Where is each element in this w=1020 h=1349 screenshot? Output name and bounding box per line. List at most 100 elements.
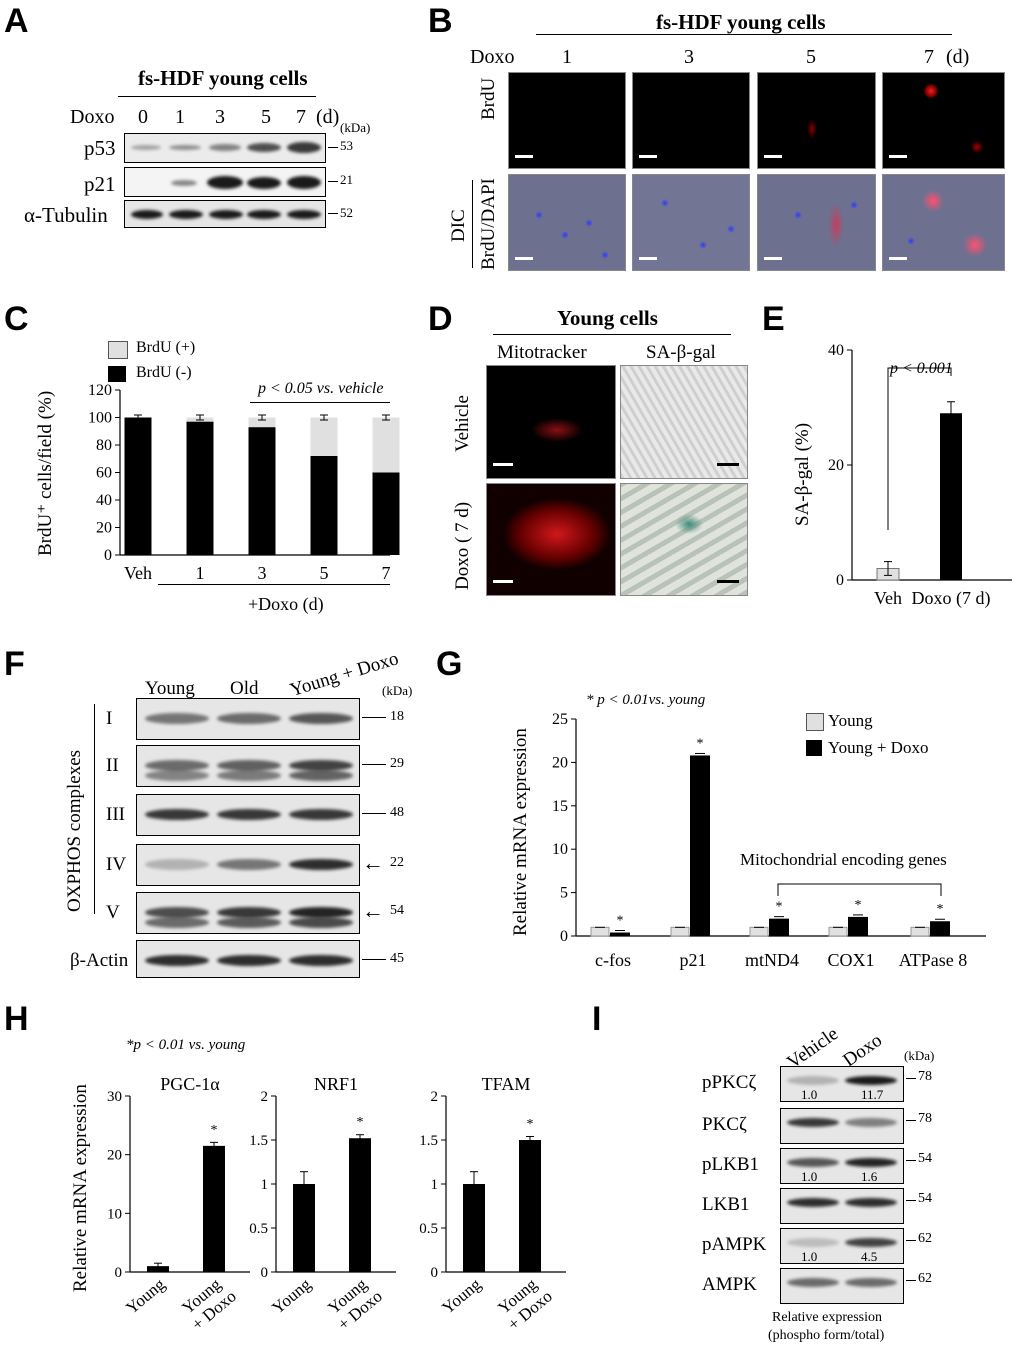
blot-i-plkb1: 1.0 1.6: [780, 1148, 904, 1184]
panel-i-row-plkb1: pLKB1: [702, 1154, 759, 1175]
panel-f-group: OXPHOS complexes: [64, 749, 85, 912]
legend-c-pos-label: BrdU (+): [136, 339, 196, 356]
chart-h-y-tick-label: 0: [261, 1265, 269, 1281]
panel-g-mito: Mitochondrial encoding genes: [740, 850, 947, 869]
chart-h-sig-star: *: [211, 1123, 218, 1138]
band: [787, 1198, 839, 1207]
chart-h-y-tick-label: 0: [431, 1265, 439, 1281]
panel-c-xgroup: +Doxo (d): [248, 594, 324, 614]
panel-b-day-3: 3: [684, 46, 694, 68]
brdu-image-day1: [508, 72, 626, 169]
panel-b-row-brdu: BrdU: [478, 77, 499, 120]
bar-g-young: [590, 926, 610, 937]
panel-i-quant: 1.0: [801, 1249, 818, 1264]
chart-g-y-tick-label: 0: [560, 928, 568, 945]
panel-b-row-dic: DIC: [448, 209, 469, 242]
panel-i-row-lkb1: LKB1: [702, 1194, 750, 1215]
panel-i-kda-pampk: 62: [918, 1231, 932, 1246]
chart-c-y-tick-label: 0: [104, 547, 112, 564]
arrow-icon: ←: [362, 850, 384, 875]
chart-h3: TFAM 0 0.5 1 1.5 2 Young * Young+ Doxo: [419, 1074, 566, 1334]
chart-h-x-label: Young+ Doxo: [322, 1272, 386, 1334]
panel-f-kda-complex-v: 54: [390, 903, 404, 918]
chart-c: 0 20 40 60 80 100 120 Veh 1 3 5 7: [88, 382, 400, 583]
kda-tick: [362, 717, 386, 718]
chart-g-sig-star: *: [617, 914, 624, 929]
panel-label-f: F: [4, 645, 25, 683]
chart-g-y-tick-label: 5: [560, 885, 568, 902]
band: [289, 809, 353, 820]
chart-h-title: TFAM: [482, 1074, 531, 1094]
blot-a-p53: [124, 133, 326, 163]
chart-h-y-tick-label: 1.5: [249, 1133, 268, 1149]
band: [845, 1238, 897, 1247]
chart-h-y-tick-label: 0.5: [249, 1221, 268, 1237]
kda-tick: [906, 1160, 916, 1161]
bar-h: [293, 1184, 315, 1272]
band: [289, 955, 353, 966]
band: [845, 1118, 897, 1127]
panel-a-day-3: 3: [215, 106, 225, 128]
band: [145, 907, 209, 918]
panel-label-i: I: [592, 1000, 602, 1038]
bar-brdu-neg: [248, 427, 276, 555]
dic-image-day3: [632, 174, 750, 271]
kda-tick: [906, 1200, 916, 1201]
band: [217, 770, 281, 781]
chart-c-x-label: Veh: [124, 563, 152, 583]
chart-c-x-label: 3: [258, 563, 267, 583]
chart-g-sig-star: *: [855, 898, 862, 913]
bar-e: [940, 413, 962, 580]
chart-h-x-label: Young+ Doxo: [492, 1272, 556, 1334]
dic-image-day7: [882, 174, 1005, 271]
panel-i-row-ppkcz: pPKCζ: [702, 1072, 757, 1093]
band: [217, 917, 281, 928]
panel-i-kda-plkb1: 54: [918, 1151, 932, 1166]
panel-i-kda: (kDa): [904, 1048, 935, 1063]
sabgal-image-doxo: [620, 483, 748, 596]
chart-g-x-label: ATPase 8: [899, 950, 968, 970]
chart-g-mito-bracket: [777, 883, 942, 896]
chart-e-y-tick-label: 0: [836, 572, 844, 589]
chart-g-x-label: COX1: [827, 950, 874, 970]
blot-i-ppkcz: 1.0 11.7: [780, 1066, 904, 1102]
band: [845, 1076, 897, 1085]
blot-i-lkb1: [780, 1188, 904, 1224]
chart-g-x-label: p21: [680, 950, 707, 970]
sabgal-image-vehicle: [620, 365, 748, 479]
band: [289, 770, 353, 781]
panel-h-sig: *p < 0.01 vs. young: [126, 1037, 246, 1053]
panel-b-doxo-label: Doxo: [470, 46, 515, 68]
legend-g-young-label: Young: [828, 711, 873, 730]
panel-b-title: fs-HDF young cells: [656, 10, 826, 34]
panel-b-day-unit: (d): [946, 46, 970, 68]
chart-c-x-label: 1: [196, 563, 205, 583]
band: [217, 809, 281, 820]
blot-f-complex-iii: [136, 794, 360, 836]
band: [787, 1278, 839, 1287]
chart-g: 0 5 10 15 20 25 * c-fos * p21 * mtND4 * COX1 * ATPase 8: [552, 711, 986, 970]
brdu-image-day3: [632, 72, 750, 169]
band: [289, 907, 353, 918]
panel-label-c: C: [4, 300, 29, 338]
legend-g-young-swatch: [806, 713, 824, 731]
panel-a-kda-21: 21: [340, 172, 353, 187]
chart-h-y-tick-label: 2: [261, 1089, 269, 1105]
legend-g-doxo-swatch: [806, 740, 822, 756]
panel-b-row-brdu-dapi: BrdU/DAPI: [478, 178, 499, 270]
band: [145, 809, 209, 820]
chart-h-x-label: Young+ Doxo: [176, 1272, 240, 1334]
legend-g-doxo-label: Young + Doxo: [828, 738, 929, 757]
bar-brdu-neg: [186, 421, 214, 555]
blot-i-pampk: 1.0 4.5: [780, 1228, 904, 1264]
chart-e-y-tick-label: 20: [828, 457, 844, 474]
legend-c-pos-swatch: [108, 341, 128, 359]
panel-a-doxo-label: Doxo: [70, 106, 115, 128]
arrow-icon: ←: [362, 898, 384, 923]
panel-c-ylabel: BrdU⁺ cells/field (%): [35, 390, 56, 556]
panel-f-kda-complex-i: 18: [390, 709, 404, 724]
band: [145, 859, 209, 870]
chart-e-x-label: Veh: [874, 588, 902, 608]
brdu-image-day5: [757, 72, 876, 169]
chart-e-x-label: Doxo (7 d): [912, 588, 991, 609]
